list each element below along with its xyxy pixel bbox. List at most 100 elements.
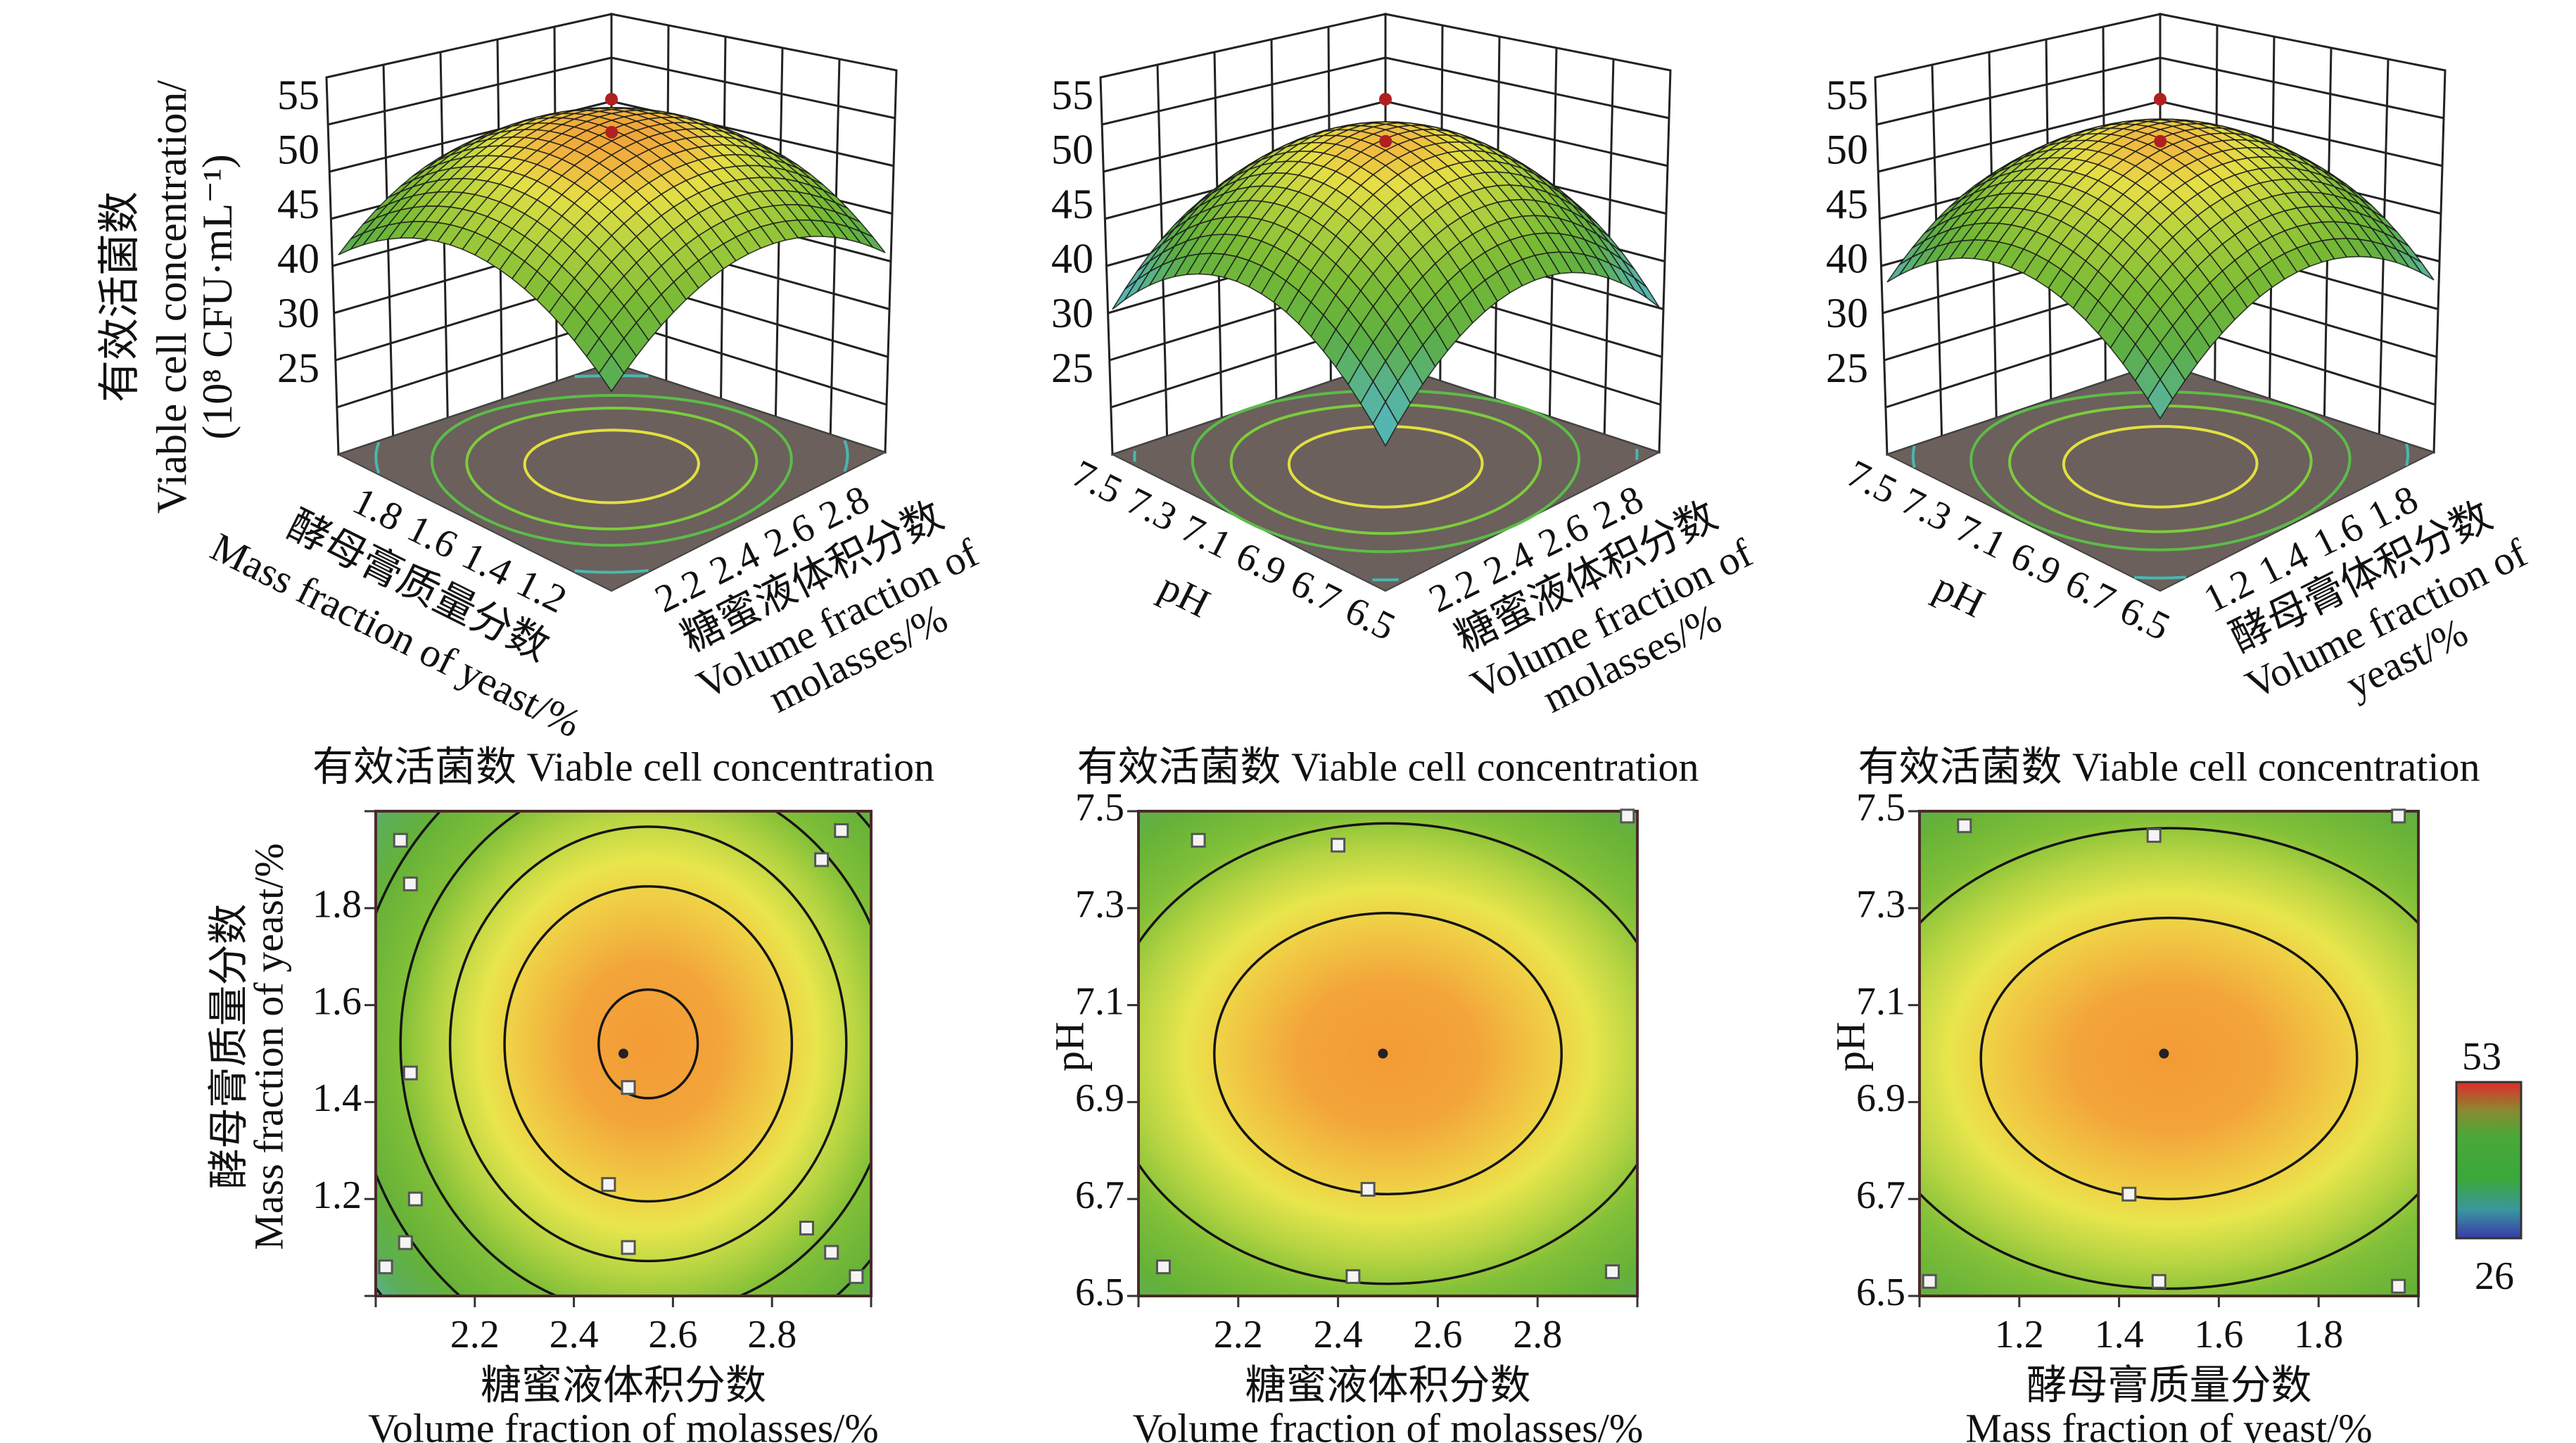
- wall-gridline: [2159, 100, 2443, 167]
- floor-contour-line: [430, 394, 793, 547]
- floor-contour-line: [2008, 405, 2313, 533]
- plot-frame: [1918, 810, 2420, 1297]
- z-tick-label: 45: [277, 181, 319, 227]
- floor-contour-line: [1911, 445, 1916, 468]
- surface-cell: [2147, 378, 2174, 420]
- y-tick-label: 7.3: [1075, 883, 1124, 927]
- y-tick-label: 7.3: [1856, 883, 1905, 927]
- design-point: [849, 1269, 864, 1284]
- y-tick-label: 6.5: [1856, 1271, 1905, 1314]
- design-point: [824, 1245, 839, 1260]
- contour-line: [1138, 822, 1637, 1285]
- contour-plot-1: 2.2 2.4 2.6 2.8 1.2 1.4 1.6 1.8 有效活菌数 Viable cel…: [205, 744, 934, 1443]
- contour-field-molasses-ph: [1138, 811, 1637, 1296]
- surface-cell: [1372, 400, 1399, 447]
- x-axis-title: Mass fraction of yeast/%: [1965, 1405, 2372, 1443]
- left-axis-title: pH: [1153, 564, 1217, 627]
- design-point-marker: [2154, 134, 2167, 148]
- left-axis-tick-label: 7.5: [1840, 452, 1903, 513]
- colorbar-max-label: 53: [2462, 1035, 2501, 1079]
- y-axis-title: Mass fraction of yeast/%: [246, 843, 291, 1250]
- design-point: [1155, 1259, 1171, 1275]
- response-surface: [1112, 121, 1660, 447]
- design-point: [1620, 808, 1635, 824]
- design-point-marker: [1379, 93, 1392, 106]
- design-point: [1957, 818, 1972, 834]
- design-point-marker: [2154, 93, 2166, 106]
- y-tick-label: 1.4: [312, 1076, 362, 1120]
- design-point: [1191, 832, 1206, 848]
- y-tick-label: 6.9: [1075, 1076, 1124, 1120]
- y-tick-label: 7.1: [1856, 979, 1905, 1023]
- floor-plane: [1885, 362, 2436, 592]
- left-axis-tick-label: 6.7: [2059, 561, 2122, 622]
- y-axis-title: 酵母膏质量分数: [205, 903, 251, 1189]
- y-tick-label: 7.5: [1075, 786, 1124, 829]
- design-point: [378, 1259, 393, 1275]
- wall-gridline: [1103, 100, 1386, 173]
- floor-contour-line: [2062, 425, 2259, 509]
- z-tick-label: 30: [1051, 290, 1093, 336]
- y-tick-label: 6.5: [1075, 1271, 1124, 1314]
- design-point: [1345, 1269, 1361, 1284]
- left-axis-tick-label: 6.5: [2113, 588, 2176, 649]
- plot-title: 有效活菌数 Viable cell concentration: [312, 744, 934, 789]
- design-point: [402, 876, 418, 891]
- x-tick-label: 1.2: [1995, 1313, 2044, 1356]
- x-axis-title: Volume fraction of molasses/%: [368, 1405, 878, 1443]
- y-tick-label: 6.9: [1856, 1076, 1905, 1120]
- floor-contour-line: [1133, 450, 1136, 462]
- z-tick-label: 25: [1826, 345, 1868, 391]
- x-tick-label: 2.4: [1314, 1313, 1363, 1356]
- z-axis-title: Viable cell concentration/: [148, 80, 195, 514]
- z-tick-label: 25: [1051, 345, 1093, 391]
- floor-contour-line: [523, 428, 700, 504]
- y-tick-label: 1.8: [312, 883, 362, 927]
- y-tick-label: 1.2: [312, 1174, 362, 1217]
- x-tick-label: 1.6: [2194, 1313, 2243, 1356]
- contour-lines: [376, 811, 871, 1296]
- optimum-point: [618, 1048, 628, 1059]
- x-tick-label: 2.8: [1513, 1313, 1562, 1356]
- x-tick-label: 2.8: [747, 1313, 797, 1356]
- x-axis-title: 糖蜜液体积分数: [1245, 1362, 1530, 1408]
- left-axis-title: pH: [1927, 564, 1992, 627]
- design-point: [1605, 1264, 1620, 1280]
- x-tick-label: 2.6: [648, 1313, 697, 1356]
- floor-contour-line: [1229, 403, 1542, 535]
- left-axis-tick-label: 6.7: [1284, 561, 1347, 622]
- design-point-marker: [1379, 134, 1392, 148]
- wall-gridline: [1877, 100, 2161, 173]
- z-tick-label: 55: [277, 72, 319, 118]
- x-tick-label: 2.4: [550, 1313, 599, 1356]
- design-point: [407, 1191, 423, 1207]
- design-point: [621, 1240, 636, 1255]
- optimum-point: [1378, 1048, 1388, 1059]
- design-point-marker: [605, 93, 618, 106]
- contour-line: [1213, 911, 1563, 1196]
- design-point: [621, 1080, 636, 1095]
- wall-gridline: [611, 318, 887, 406]
- plot-frame: [374, 810, 873, 1297]
- z-tick-label: 45: [1826, 181, 1868, 227]
- contour-lines: [1920, 827, 2418, 1290]
- contour-panels: 2.2 2.4 2.6 2.8 1.2 1.4 1.6 1.8 有效活菌数 Viable cel…: [205, 744, 2480, 1443]
- floor-contour-line: [1287, 425, 1484, 509]
- design-point: [1922, 1273, 1937, 1289]
- z-tick-label: 50: [277, 126, 319, 172]
- floor-contour-line: [2405, 443, 2410, 466]
- design-point: [393, 832, 408, 848]
- z-tick-label: 40: [277, 236, 319, 282]
- y-tick-label: 7.5: [1856, 786, 1905, 829]
- z-tick-label: 50: [1051, 126, 1093, 172]
- surface-panel-1: 25 30 40 45 50 55 有效活菌数 Viable cell concentrati…: [96, 13, 986, 746]
- contour-line: [1920, 827, 2418, 1290]
- contour-line: [597, 988, 699, 1100]
- left-axis-tick-label: 7.1: [1949, 507, 2012, 568]
